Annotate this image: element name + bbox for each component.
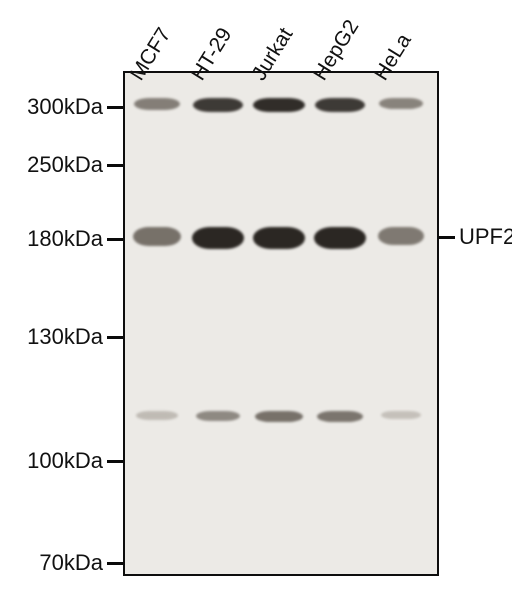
protein-band [381, 411, 421, 420]
mw-label: 250kDa [27, 152, 103, 178]
blot-membrane [123, 71, 439, 576]
protein-band [378, 227, 424, 245]
protein-band [134, 98, 179, 110]
mw-label: 300kDa [27, 94, 103, 120]
mw-tick [107, 164, 123, 167]
mw-tick [107, 460, 123, 463]
protein-band [253, 227, 305, 249]
target-label: UPF2 [459, 224, 512, 250]
mw-tick [107, 562, 123, 565]
mw-label: 70kDa [39, 550, 103, 576]
mw-label: 130kDa [27, 324, 103, 350]
protein-band [196, 411, 240, 421]
target-tick [439, 236, 455, 239]
mw-tick [107, 336, 123, 339]
protein-band [314, 227, 366, 249]
mw-tick [107, 238, 123, 241]
protein-band [193, 98, 243, 112]
protein-band [253, 98, 304, 112]
protein-band [315, 98, 365, 112]
protein-band [133, 227, 181, 246]
protein-band [136, 411, 177, 420]
protein-band [379, 98, 424, 109]
western-blot-figure: MCF7HT-29JurkatHepG2HeLa 300kDa250kDa180… [0, 0, 512, 608]
protein-band [255, 411, 303, 423]
mw-tick [107, 106, 123, 109]
protein-band [317, 411, 364, 422]
mw-label: 180kDa [27, 226, 103, 252]
mw-label: 100kDa [27, 448, 103, 474]
protein-band [192, 227, 244, 249]
